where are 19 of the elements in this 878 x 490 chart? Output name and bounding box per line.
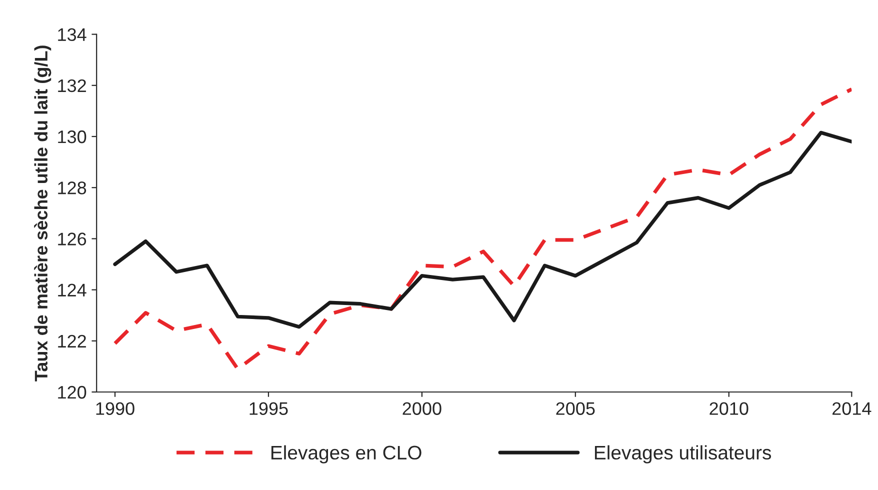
x-tick-label: 2005	[556, 402, 595, 415]
x-tick-label: 1990	[96, 402, 134, 415]
x-tick-label: 1995	[250, 402, 288, 415]
line-series	[113, 87, 852, 371]
y-tick-label: 132	[58, 79, 86, 92]
x-tick-label: 2000	[402, 402, 442, 415]
y-axis-title: Taux de matière sèche utile du lait (g/L)	[34, 46, 52, 382]
y-tick-label: 130	[58, 130, 86, 144]
legend-label: Elevages en CLO	[271, 445, 422, 464]
y-tick-label: 122	[58, 334, 86, 348]
y-tick-label: 120	[58, 386, 86, 399]
x-tick-label: 2014	[832, 402, 872, 415]
y-tick-label: 128	[58, 182, 86, 194]
legend-label: Elevages utilisateurs	[594, 445, 772, 464]
y-tick-label: 134	[58, 28, 86, 42]
x-tick-label: 2010	[710, 402, 748, 415]
line-series	[113, 130, 852, 329]
y-tick-label: 124	[58, 284, 86, 296]
y-tick-label: 126	[58, 232, 86, 246]
